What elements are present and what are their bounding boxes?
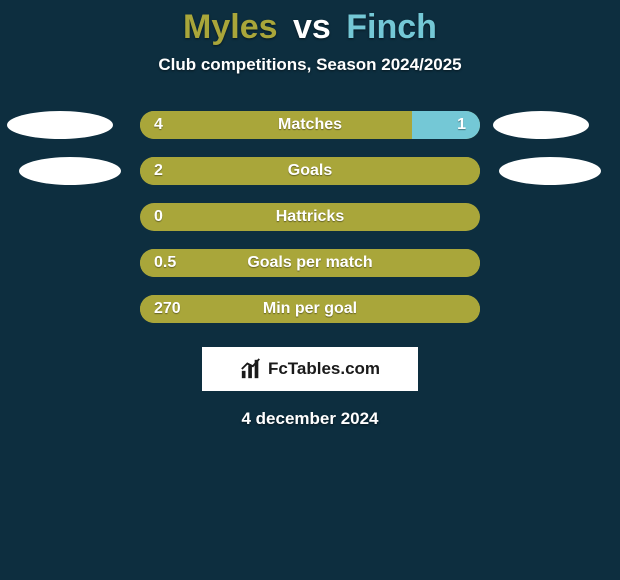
player1-avatar [19,157,121,185]
stat-bar: 4Matches1 [140,111,480,139]
stat-bar: 0Hattricks [140,203,480,231]
branding-text: FcTables.com [268,359,380,379]
player1-name: Myles [183,8,278,46]
player2-avatar [493,111,589,139]
stat-row: 270Min per goal [0,295,620,323]
stat-bar: 270Min per goal [140,295,480,323]
subtitle: Club competitions, Season 2024/2025 [0,55,620,75]
stat-row: 2Goals [0,157,620,185]
comparison-title: Myles vs Finch [0,0,620,47]
player1-avatar [7,111,113,139]
date-text: 4 december 2024 [0,409,620,429]
stat-row: 0.5Goals per match [0,249,620,277]
vs-text: vs [293,8,331,46]
stat-row: 0Hattricks [0,203,620,231]
chart-icon [240,358,262,380]
stat-label: Min per goal [140,295,480,323]
stat-bar: 0.5Goals per match [140,249,480,277]
branding-box: FcTables.com [202,347,418,391]
stat-row: 4Matches1 [0,111,620,139]
player2-name: Finch [346,8,437,46]
stat-bar: 2Goals [140,157,480,185]
stat-label: Goals per match [140,249,480,277]
player2-avatar [499,157,601,185]
stat-label: Matches [140,111,480,139]
stat-label: Hattricks [140,203,480,231]
stat-value-right: 1 [457,111,466,139]
stat-rows: 4Matches1 2Goals 0Hattricks 0.5Goals per ma… [0,111,620,323]
stat-label: Goals [140,157,480,185]
